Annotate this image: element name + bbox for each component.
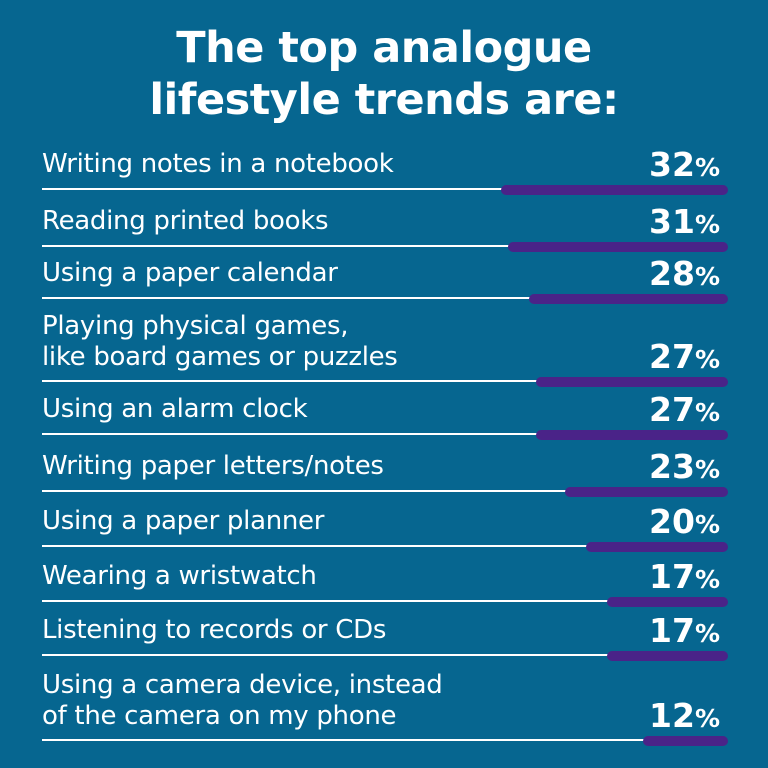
row-divider	[42, 490, 570, 492]
bar	[564, 487, 728, 497]
value-number: 32	[649, 145, 695, 184]
title-line-1: The top analogue	[176, 23, 592, 73]
percent-sign: %	[694, 704, 720, 733]
percent-sign: %	[694, 262, 720, 291]
bar-value-label: 23%	[649, 449, 720, 488]
percent-sign: %	[694, 398, 720, 427]
row-divider	[42, 739, 648, 741]
value-number: 27	[649, 390, 695, 429]
bar-value-label: 12%	[649, 698, 720, 737]
bar	[607, 597, 728, 607]
bar	[607, 651, 728, 661]
value-number: 23	[649, 447, 695, 486]
value-number: 17	[649, 557, 695, 596]
value-number: 31	[649, 202, 695, 241]
percent-sign: %	[694, 153, 720, 182]
percent-sign: %	[694, 619, 720, 648]
value-number: 27	[649, 337, 695, 376]
bar	[529, 294, 728, 304]
bar-label: Wearing a wristwatch	[42, 561, 317, 591]
percent-sign: %	[694, 455, 720, 484]
row-divider	[42, 297, 535, 299]
bar-value-label: 27%	[649, 392, 720, 431]
bar-label: Using a camera device, instead of the ca…	[42, 670, 443, 731]
bar-value-label: 17%	[649, 613, 720, 652]
bar-label: Listening to records or CDs	[42, 615, 387, 645]
value-number: 12	[649, 696, 695, 735]
bar-label: Writing paper letters/notes	[42, 451, 384, 481]
percent-sign: %	[694, 510, 720, 539]
bar	[507, 242, 728, 252]
row-divider	[42, 245, 513, 247]
bar	[536, 430, 728, 440]
bar-label: Writing notes in a notebook	[42, 149, 394, 179]
row-divider	[42, 654, 613, 656]
percent-sign: %	[694, 345, 720, 374]
bar-value-label: 28%	[649, 256, 720, 295]
row-divider	[42, 188, 506, 190]
bar-value-label: 17%	[649, 559, 720, 598]
row-divider	[42, 545, 591, 547]
bar	[642, 736, 728, 746]
row-divider	[42, 380, 542, 382]
bar-label: Using an alarm clock	[42, 394, 308, 424]
bar-value-label: 20%	[649, 504, 720, 543]
bar-value-label: 32%	[649, 147, 720, 186]
bar-label: Playing physical games, like board games…	[42, 311, 398, 372]
bar	[586, 542, 728, 552]
row-divider	[42, 433, 542, 435]
value-number: 28	[649, 254, 695, 293]
bar	[500, 185, 728, 195]
bar-value-label: 31%	[649, 204, 720, 243]
title-line-2: lifestyle trends are:	[149, 75, 619, 125]
bar-label: Using a paper calendar	[42, 258, 338, 288]
bar-label: Reading printed books	[42, 206, 329, 236]
bar	[536, 377, 728, 387]
percent-sign: %	[694, 565, 720, 594]
value-number: 17	[649, 611, 695, 650]
value-number: 20	[649, 502, 695, 541]
bar-label: Using a paper planner	[42, 506, 325, 536]
row-divider	[42, 600, 613, 602]
percent-sign: %	[694, 210, 720, 239]
chart-title: The top analogue lifestyle trends are:	[0, 22, 768, 126]
bar-value-label: 27%	[649, 339, 720, 378]
